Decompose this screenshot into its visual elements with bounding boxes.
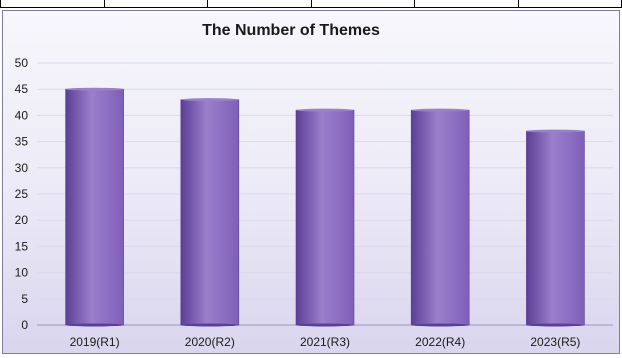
y-tick-label: 0 — [21, 318, 28, 332]
table-cell — [207, 0, 312, 8]
y-tick-label: 50 — [15, 56, 29, 70]
bar — [526, 130, 585, 326]
table-cell — [0, 0, 105, 8]
bar — [410, 109, 470, 326]
table-cell — [103, 0, 208, 8]
y-tick-label: 10 — [15, 266, 29, 280]
table-cell — [310, 0, 415, 8]
y-tick-label: 40 — [15, 108, 29, 122]
table-cell — [414, 0, 519, 8]
bar-cap — [526, 129, 585, 133]
y-tick-label: 20 — [15, 213, 29, 227]
bar — [180, 99, 240, 326]
chart-title: The Number of Themes — [202, 22, 380, 39]
bar-cap — [65, 87, 124, 91]
y-tick-label: 30 — [15, 161, 29, 175]
bar-cap — [180, 98, 239, 102]
y-tick-label: 45 — [15, 82, 29, 96]
bar-base — [296, 323, 354, 327]
y-tick-label: 5 — [21, 292, 28, 306]
y-tick-label: 35 — [15, 135, 29, 149]
bar-base — [65, 323, 124, 327]
chart-area: The Number of Themes 0 5 10 15 20 25 30 35 40 45 5… — [2, 10, 620, 354]
bar-cap — [411, 108, 470, 112]
x-tick-label: 2021(R3) — [300, 335, 350, 349]
table-cell — [517, 0, 622, 8]
x-tick-label: 2020(R2) — [185, 335, 235, 349]
y-tick-label: 15 — [15, 239, 29, 253]
bar — [65, 88, 124, 326]
top-table-border — [0, 0, 622, 8]
x-tick-label: 2022(R4) — [415, 335, 465, 349]
bar-base — [180, 323, 239, 327]
x-tick-label: 2019(R1) — [70, 335, 120, 349]
bar-base — [411, 323, 470, 327]
x-tick-label: 2023(R5) — [530, 335, 580, 349]
y-tick-label: 25 — [15, 187, 29, 201]
bar-chart: The Number of Themes 0 5 10 15 20 25 30 35 40 45 5… — [15, 22, 613, 349]
bar-cap — [296, 108, 354, 112]
bar — [295, 109, 355, 326]
bar-base — [526, 323, 585, 327]
